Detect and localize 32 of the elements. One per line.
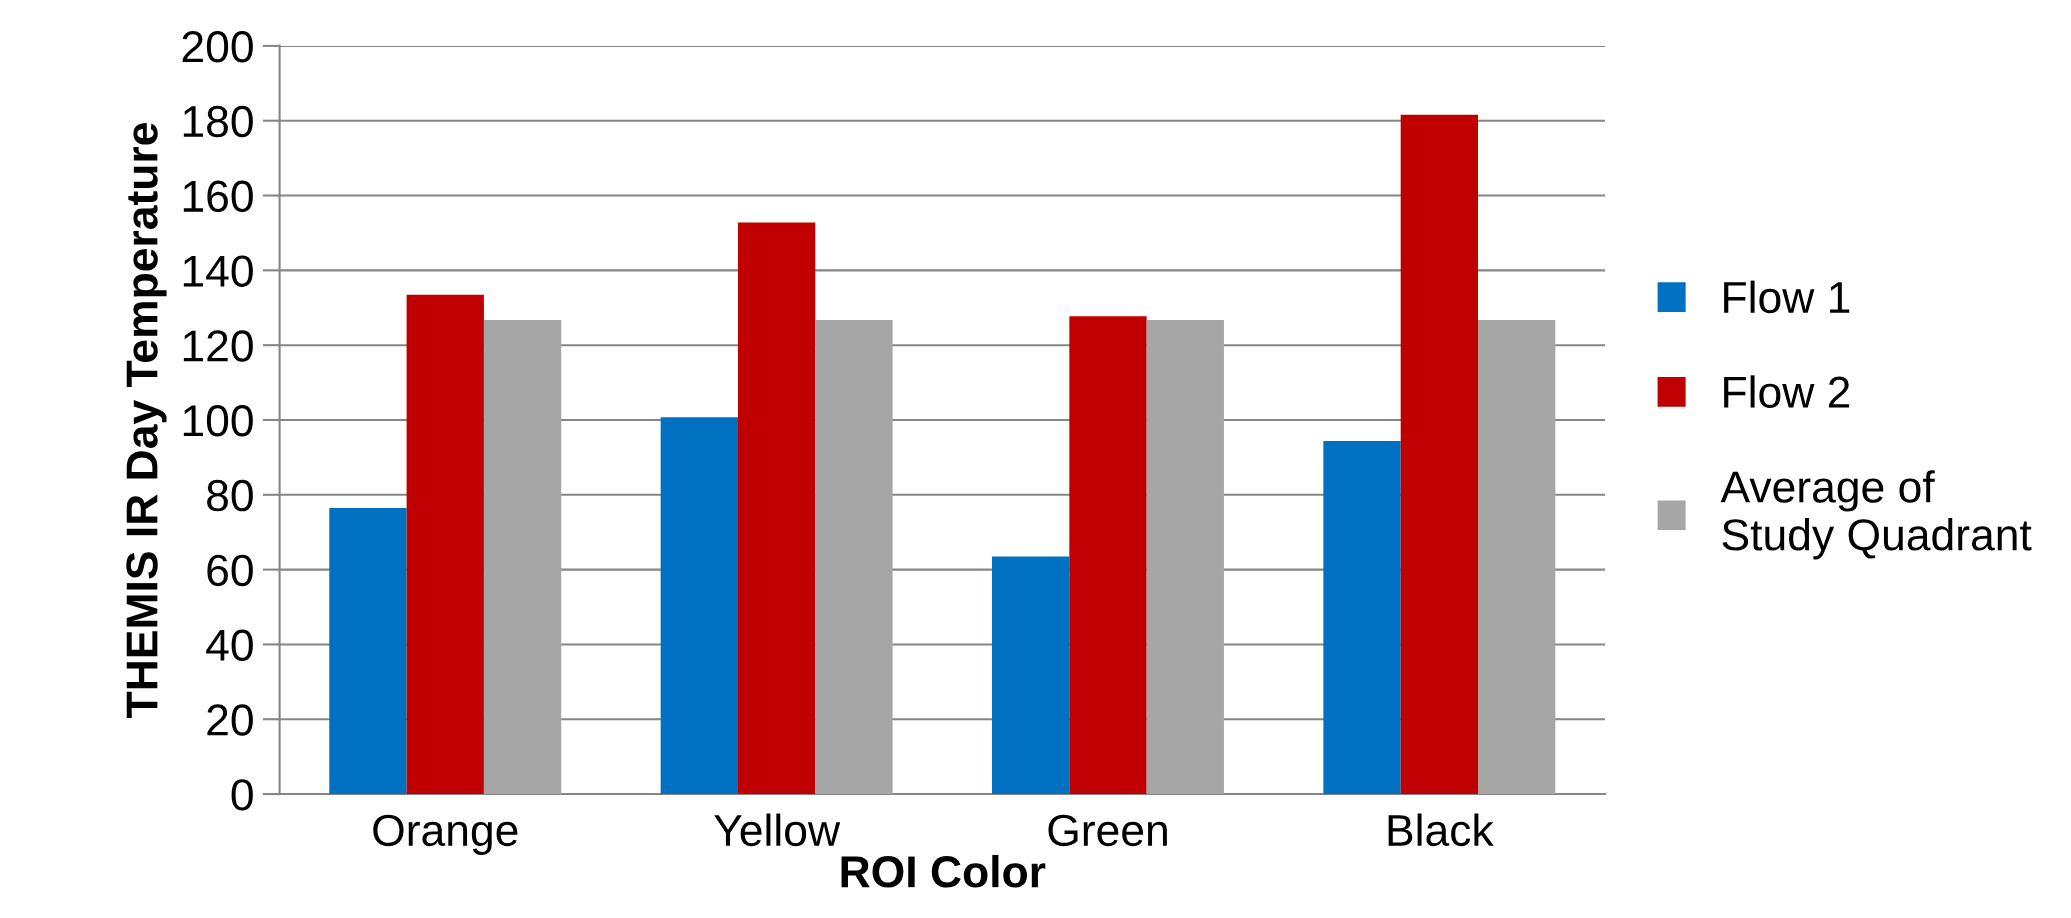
y-tick-label: 180 — [183, 105, 253, 138]
bar — [406, 294, 484, 795]
x-tick-label: Black — [1388, 813, 1494, 847]
legend-label: Flow 1 — [1724, 280, 1850, 314]
bar — [1400, 114, 1478, 795]
bar — [1323, 440, 1401, 795]
y-tick-label: 80 — [207, 479, 253, 512]
y-tick-label: 200 — [182, 30, 253, 63]
x-tick-label: Orange — [373, 814, 518, 855]
bar — [1478, 320, 1556, 795]
y-tick-label: 100 — [183, 405, 253, 437]
x-tick-label: Yellow — [714, 813, 841, 847]
bar — [1069, 316, 1147, 795]
y-tick-label: 20 — [207, 704, 253, 736]
y-tick-label: 140 — [183, 255, 253, 287]
y-tick-label: 160 — [183, 180, 253, 213]
y-tick-label: 120 — [183, 330, 253, 362]
bar — [660, 417, 738, 795]
bar — [329, 507, 407, 795]
bar — [737, 222, 816, 795]
x-tick-label: Green — [1048, 814, 1167, 847]
bar — [483, 320, 562, 795]
bar — [992, 556, 1070, 795]
y-tick-label: 60 — [207, 554, 253, 587]
bar — [815, 320, 893, 795]
bar — [1146, 320, 1224, 795]
y-tick-label: 0 — [231, 779, 253, 811]
y-tick-label: 40 — [206, 629, 253, 661]
legend-label: Flow 2 — [1724, 375, 1850, 408]
legend-label: Average of Study Quadrant — [1720, 470, 2032, 560]
y-axis-title: THEMIS IR Day Temperature — [126, 123, 167, 718]
x-axis-title: ROI Color — [841, 854, 1046, 888]
